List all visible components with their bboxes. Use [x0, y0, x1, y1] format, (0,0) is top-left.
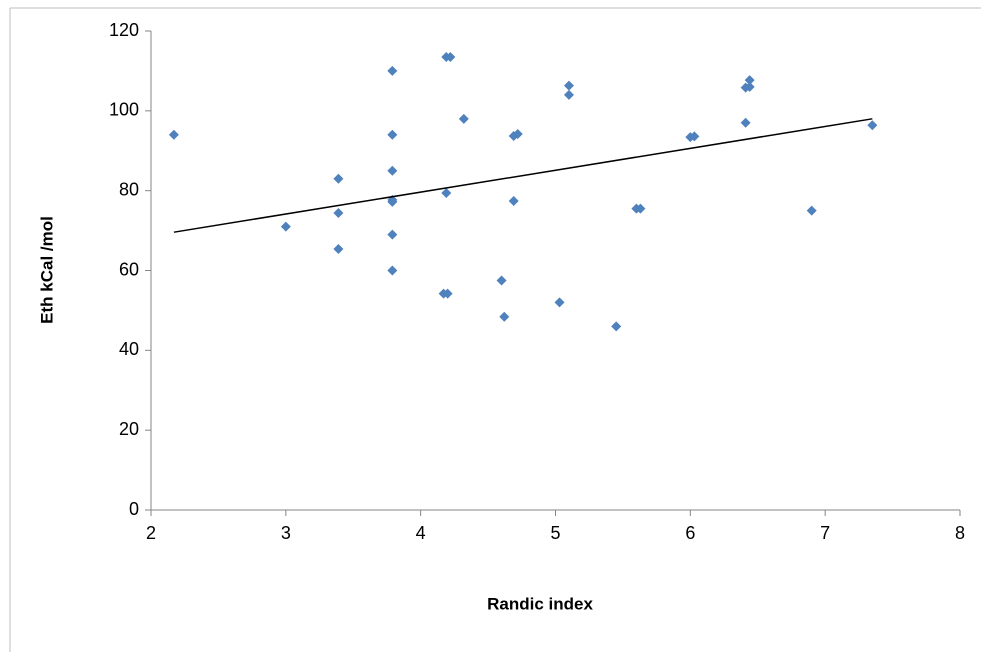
x-tick-label: 8: [955, 523, 965, 543]
y-tick-label: 0: [129, 499, 139, 519]
point: [387, 165, 398, 176]
y-tick-label: 100: [109, 100, 139, 120]
point: [442, 288, 453, 299]
x-tick-label: 3: [281, 523, 291, 543]
point: [387, 196, 398, 207]
x-tick-label: 2: [146, 523, 156, 543]
x-tick-label: 5: [550, 523, 560, 543]
point: [445, 51, 456, 62]
point: [744, 81, 755, 92]
point: [387, 229, 398, 240]
point: [554, 297, 565, 308]
y-tick-label: 60: [119, 259, 139, 279]
y-tick-label: 80: [119, 179, 139, 199]
point: [441, 188, 452, 199]
point: [499, 311, 510, 322]
point: [280, 221, 291, 232]
point: [689, 131, 700, 142]
point: [563, 80, 574, 91]
y-tick-label: 40: [119, 339, 139, 359]
point: [512, 128, 523, 139]
point: [387, 129, 398, 140]
point: [611, 321, 622, 332]
point: [168, 129, 179, 140]
point: [740, 117, 751, 128]
point: [458, 113, 469, 124]
point: [387, 265, 398, 276]
point: [635, 203, 646, 214]
point: [508, 196, 519, 207]
y-axis-title: Eth kCal /mol: [37, 216, 56, 324]
point: [496, 275, 507, 286]
y-tick-label: 120: [109, 20, 139, 40]
point: [867, 120, 878, 131]
x-tick-label: 6: [685, 523, 695, 543]
y-tick-label: 20: [119, 419, 139, 439]
point: [806, 205, 817, 216]
x-tick-label: 4: [416, 523, 426, 543]
point: [333, 243, 344, 254]
point: [744, 75, 755, 86]
x-tick-label: 7: [820, 523, 830, 543]
point: [333, 208, 344, 219]
trendline: [173, 118, 873, 233]
x-axis-title: Randic index: [487, 594, 593, 613]
point: [387, 65, 398, 76]
point: [333, 173, 344, 184]
point: [563, 89, 574, 100]
